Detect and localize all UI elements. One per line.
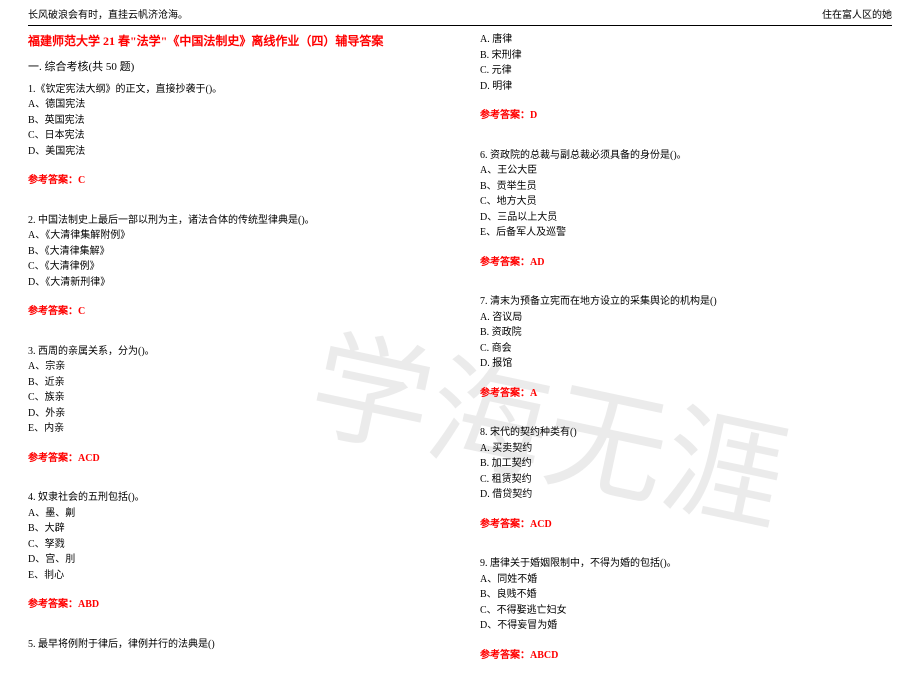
content-columns: 福建师范大学 21 春"法学"《中国法制史》离线作业（四）辅导答案 一. 综合考… — [0, 32, 920, 677]
question-stem: 8. 宋代的契约种类有() — [480, 425, 892, 441]
answer: 参考答案：C — [28, 304, 440, 320]
option: B. 资政院 — [480, 325, 892, 341]
question-stem: 9. 唐律关于婚姻限制中，不得为婚的包括()。 — [480, 556, 892, 572]
page-header: 长风破浪会有时，直挂云帆济沧海。 住在富人区的她 — [0, 0, 920, 23]
answer: 参考答案：ABCD — [480, 648, 892, 664]
question-block: 5. 最早将例附于律后，律例并行的法典是() — [28, 637, 440, 653]
option: D、《大清新刑律》 — [28, 275, 440, 291]
option: A. 买卖契约 — [480, 441, 892, 457]
option: E、剕心 — [28, 568, 440, 584]
option: D. 明律 — [480, 79, 892, 95]
question-block: 4. 奴隶社会的五刑包括()。 A、墨、劓 B、大辟 C、孥戮 D、宫、刖 E、… — [28, 490, 440, 613]
option: D、外亲 — [28, 406, 440, 422]
question-stem: 4. 奴隶社会的五刑包括()。 — [28, 490, 440, 506]
question-stem: 5. 最早将例附于律后，律例并行的法典是() — [28, 637, 440, 653]
question-block: 3. 西周的亲属关系，分为()。 A、宗亲 B、近亲 C、族亲 D、外亲 E、内… — [28, 344, 440, 467]
option: A. 咨议局 — [480, 310, 892, 326]
option: C、族亲 — [28, 390, 440, 406]
question-block: 1.《钦定宪法大纲》的正文，直接抄袭于()。 A、德国宪法 B、英国宪法 C、日… — [28, 82, 440, 189]
option: C. 租赁契约 — [480, 472, 892, 488]
question-block: 7. 清末为预备立宪而在地方设立的采集舆论的机构是() A. 咨议局 B. 资政… — [480, 294, 892, 401]
option: B、《大清律集解》 — [28, 244, 440, 260]
question-block: 2. 中国法制史上最后一部以刑为主，诸法合体的传统型律典是()。 A、《大清律集… — [28, 213, 440, 320]
answer: 参考答案：D — [480, 108, 892, 124]
option: C. 元律 — [480, 63, 892, 79]
question-block: 8. 宋代的契约种类有() A. 买卖契约 B. 加工契约 C. 租赁契约 D.… — [480, 425, 892, 532]
right-column: A. 唐律 B. 宋刑律 C. 元律 D. 明律 参考答案：D 6. 资政院的总… — [480, 32, 892, 677]
left-column: 福建师范大学 21 春"法学"《中国法制史》离线作业（四）辅导答案 一. 综合考… — [28, 32, 440, 677]
option: D. 报馆 — [480, 356, 892, 372]
question-stem: 3. 西周的亲属关系，分为()。 — [28, 344, 440, 360]
option: C、日本宪法 — [28, 128, 440, 144]
option: B、近亲 — [28, 375, 440, 391]
option: C、地方大员 — [480, 194, 892, 210]
option: C. 商会 — [480, 341, 892, 357]
option: B. 宋刑律 — [480, 48, 892, 64]
option: A、墨、劓 — [28, 506, 440, 522]
header-rule — [28, 25, 892, 26]
option: B. 加工契约 — [480, 456, 892, 472]
option: B、良贱不婚 — [480, 587, 892, 603]
answer: 参考答案：A — [480, 386, 892, 402]
answer: 参考答案：AD — [480, 255, 892, 271]
answer: 参考答案：ABD — [28, 597, 440, 613]
question-block: A. 唐律 B. 宋刑律 C. 元律 D. 明律 参考答案：D — [480, 32, 892, 124]
option: D、美国宪法 — [28, 144, 440, 160]
option: A. 唐律 — [480, 32, 892, 48]
option: B、大辟 — [28, 521, 440, 537]
question-stem: 7. 清末为预备立宪而在地方设立的采集舆论的机构是() — [480, 294, 892, 310]
question-stem: 1.《钦定宪法大纲》的正文，直接抄袭于()。 — [28, 82, 440, 98]
question-block: 6. 资政院的总裁与副总裁必须具备的身份是()。 A、王公大臣 B、贡举生员 C… — [480, 148, 892, 271]
option: A、宗亲 — [28, 359, 440, 375]
option: C、孥戮 — [28, 537, 440, 553]
answer: 参考答案：C — [28, 173, 440, 189]
option: A、《大清律集解附例》 — [28, 228, 440, 244]
option: A、王公大臣 — [480, 163, 892, 179]
option: C、不得娶逃亡妇女 — [480, 603, 892, 619]
option: D. 借贷契约 — [480, 487, 892, 503]
doc-title: 福建师范大学 21 春"法学"《中国法制史》离线作业（四）辅导答案 — [28, 32, 440, 51]
option: B、英国宪法 — [28, 113, 440, 129]
answer: 参考答案：ACD — [480, 517, 892, 533]
option: D、不得妄冒为婚 — [480, 618, 892, 634]
question-stem: 6. 资政院的总裁与副总裁必须具备的身份是()。 — [480, 148, 892, 164]
header-left: 长风破浪会有时，直挂云帆济沧海。 — [28, 6, 188, 21]
option: E、后备军人及巡警 — [480, 225, 892, 241]
question-block: 9. 唐律关于婚姻限制中，不得为婚的包括()。 A、同姓不婚 B、良贱不婚 C、… — [480, 556, 892, 663]
option: A、同姓不婚 — [480, 572, 892, 588]
header-right: 住在富人区的她 — [822, 6, 892, 21]
option: E、内亲 — [28, 421, 440, 437]
section-head: 一. 综合考核(共 50 题) — [28, 59, 440, 76]
option: B、贡举生员 — [480, 179, 892, 195]
option: D、宫、刖 — [28, 552, 440, 568]
answer: 参考答案：ACD — [28, 451, 440, 467]
option: A、德国宪法 — [28, 97, 440, 113]
option: C、《大清律例》 — [28, 259, 440, 275]
option: D、三品以上大员 — [480, 210, 892, 226]
question-stem: 2. 中国法制史上最后一部以刑为主，诸法合体的传统型律典是()。 — [28, 213, 440, 229]
